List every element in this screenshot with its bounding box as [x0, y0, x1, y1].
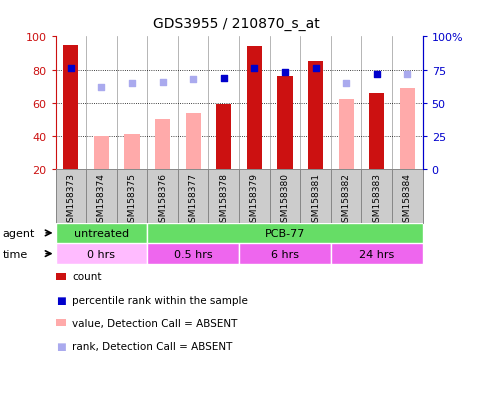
Text: PCB-77: PCB-77: [265, 228, 305, 238]
Text: GSM158380: GSM158380: [281, 173, 289, 228]
Text: value, Detection Call = ABSENT: value, Detection Call = ABSENT: [72, 318, 237, 328]
Text: untreated: untreated: [74, 228, 129, 238]
Bar: [216, 105, 231, 170]
Text: GSM158383: GSM158383: [372, 173, 381, 228]
Text: percentile rank within the sample: percentile rank within the sample: [72, 295, 248, 305]
Bar: [178, 170, 209, 223]
Bar: [125, 135, 140, 170]
Point: [128, 80, 136, 87]
Bar: [247, 47, 262, 170]
Point: [312, 66, 319, 72]
Bar: [185, 114, 201, 170]
Bar: [331, 170, 361, 223]
Point: [189, 76, 197, 83]
Bar: [56, 223, 147, 244]
Text: GSM158373: GSM158373: [66, 173, 75, 228]
Text: 0 hrs: 0 hrs: [87, 249, 115, 259]
Bar: [63, 45, 78, 170]
Text: time: time: [2, 249, 28, 259]
Text: GSM158375: GSM158375: [128, 173, 137, 228]
Point: [251, 66, 258, 72]
Bar: [339, 100, 354, 170]
Bar: [300, 170, 331, 223]
Bar: [56, 244, 147, 264]
Bar: [308, 62, 323, 170]
Bar: [270, 170, 300, 223]
Bar: [86, 170, 117, 223]
Point: [281, 70, 289, 76]
Text: GSM158377: GSM158377: [189, 173, 198, 228]
Text: 24 hrs: 24 hrs: [359, 249, 394, 259]
Bar: [94, 137, 109, 170]
Text: GSM158378: GSM158378: [219, 173, 228, 228]
Bar: [209, 170, 239, 223]
Point: [67, 66, 75, 72]
Point: [220, 75, 227, 82]
Text: GSM158374: GSM158374: [97, 173, 106, 227]
Text: GSM158379: GSM158379: [250, 173, 259, 228]
Point: [98, 84, 105, 91]
Point: [159, 79, 167, 85]
Text: ■: ■: [56, 341, 66, 351]
Bar: [147, 223, 423, 244]
Text: GSM158382: GSM158382: [341, 173, 351, 227]
Text: 6 hrs: 6 hrs: [271, 249, 299, 259]
Bar: [147, 170, 178, 223]
Bar: [147, 244, 239, 264]
Text: 0.5 hrs: 0.5 hrs: [174, 249, 213, 259]
Bar: [56, 170, 86, 223]
Bar: [369, 94, 384, 170]
Point: [342, 80, 350, 87]
Text: GDS3955 / 210870_s_at: GDS3955 / 210870_s_at: [153, 17, 320, 31]
Bar: [277, 77, 293, 170]
Text: GSM158384: GSM158384: [403, 173, 412, 227]
Bar: [239, 244, 331, 264]
Text: ■: ■: [56, 295, 66, 305]
Text: rank, Detection Call = ABSENT: rank, Detection Call = ABSENT: [72, 341, 232, 351]
Bar: [392, 170, 423, 223]
Text: count: count: [72, 272, 101, 282]
Text: agent: agent: [2, 228, 35, 238]
Point: [373, 71, 381, 78]
Point: [403, 71, 411, 78]
Bar: [361, 170, 392, 223]
Bar: [239, 170, 270, 223]
Bar: [331, 244, 423, 264]
Bar: [155, 120, 170, 170]
Text: GSM158376: GSM158376: [158, 173, 167, 228]
Bar: [400, 89, 415, 170]
Bar: [117, 170, 147, 223]
Text: GSM158381: GSM158381: [311, 173, 320, 228]
